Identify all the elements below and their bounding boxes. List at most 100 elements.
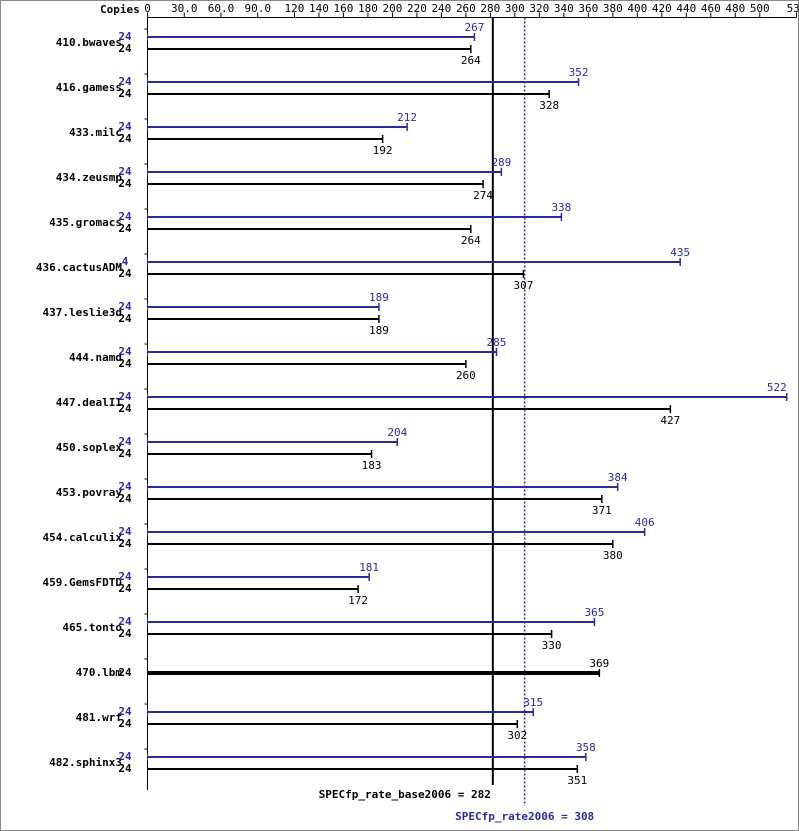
value-label: 384 [608,471,628,484]
x-tick-label: 30.0 [171,2,198,15]
x-tick-label: 420 [652,2,672,15]
copies-label: 24 [118,615,132,628]
value-label: 522 [767,381,787,394]
category-label: 410.bwaves [56,36,122,49]
value-label: 264 [461,54,481,67]
category-label: 433.milc [69,126,122,139]
copies-label: 24 [118,177,132,190]
value-label: 204 [387,426,407,439]
value-label: 274 [473,189,493,202]
copies-label: 24 [118,492,132,505]
copies-label: 24 [118,210,132,223]
category-label: 436.cactusADM [36,261,122,274]
value-label: 365 [585,606,605,619]
x-tick-label: 460 [701,2,721,15]
x-tick-label: 300 [505,2,525,15]
copies-label: 24 [118,447,132,460]
x-tick-label: 160 [333,2,353,15]
value-label: 371 [592,504,612,517]
x-tick-label: 180 [358,2,378,15]
x-tick-label: 320 [529,2,549,15]
copies-label: 24 [118,345,132,358]
x-tick-label: 440 [676,2,696,15]
copies-label: 24 [118,300,132,313]
copies-label: 24 [118,87,132,100]
copies-label: 24 [118,312,132,325]
category-label: 481.wrf [76,711,122,724]
copies-label: 24 [118,762,132,775]
value-label: 181 [359,561,379,574]
copies-label: 24 [118,357,132,370]
value-label: 172 [348,594,368,607]
value-label: 380 [603,549,623,562]
x-tick-label: 500 [750,2,770,15]
copies-label: 24 [118,435,132,448]
value-label: 260 [456,369,476,382]
value-label: 183 [362,459,382,472]
reference-label: SPECfp_rate_base2006 = 282 [319,788,491,801]
copies-label: 24 [118,42,132,55]
x-tick-label: 340 [554,2,574,15]
value-label: 427 [660,414,680,427]
value-label: 369 [589,657,609,670]
copies-label: 24 [118,525,132,538]
copies-label: 24 [118,75,132,88]
category-label: 434.zeusmp [56,171,123,184]
x-tick-label: 380 [603,2,623,15]
copies-label: 24 [118,537,132,550]
copies-label: 24 [118,390,132,403]
copies-label: 24 [118,120,132,133]
value-label: 192 [373,144,393,157]
copies-label: 24 [118,582,132,595]
x-tick-label: 200 [382,2,402,15]
copies-label: 24 [118,402,132,415]
value-label: 351 [567,774,587,787]
value-label: 307 [513,279,533,292]
value-label: 328 [539,99,559,112]
x-tick-label: 0 [144,2,151,15]
category-label: 454.calculix [43,531,123,544]
copies-label: 24 [118,666,132,679]
x-tick-label: 360 [578,2,598,15]
value-label: 406 [635,516,655,529]
category-label: 416.gamess [56,81,122,94]
copies-label: 24 [118,267,132,280]
copies-label: 24 [118,222,132,235]
value-label: 264 [461,234,481,247]
x-tick-label: 480 [725,2,745,15]
value-label: 352 [569,66,589,79]
category-label: 465.tonto [62,621,122,634]
x-tick-label: 400 [627,2,647,15]
x-tick-label: 280 [480,2,500,15]
value-label: 358 [576,741,596,754]
copies-label: 24 [118,132,132,145]
category-label: 450.soplex [56,441,123,454]
copies-label: 24 [118,750,132,763]
category-label: 437.leslie3d [43,306,122,319]
x-tick-label: 140 [309,2,329,15]
copies-label: 24 [118,705,132,718]
x-tick-label: 260 [456,2,476,15]
x-tick-label: 90.0 [244,2,271,15]
category-label: 482.sphinx3 [49,756,122,769]
value-label: 302 [507,729,527,742]
value-label: 189 [369,291,389,304]
x-tick-label: 220 [407,2,427,15]
category-label: 435.gromacs [49,216,122,229]
value-label: 330 [542,639,562,652]
category-label: 453.povray [56,486,123,499]
copies-header: Copies [100,3,140,16]
copies-label: 24 [118,30,132,43]
value-label: 338 [551,201,571,214]
copies-label: 24 [118,717,132,730]
value-label: 435 [670,246,690,259]
category-label: 459.GemsFDTD [43,576,123,589]
x-tick-label: 530 [787,2,799,15]
copies-label: 4 [122,255,129,268]
x-tick-label: 240 [431,2,451,15]
x-tick-label: 120 [285,2,305,15]
category-label: 444.namd [69,351,122,364]
reference-label: SPECfp_rate2006 = 308 [455,810,594,823]
value-label: 212 [397,111,417,124]
